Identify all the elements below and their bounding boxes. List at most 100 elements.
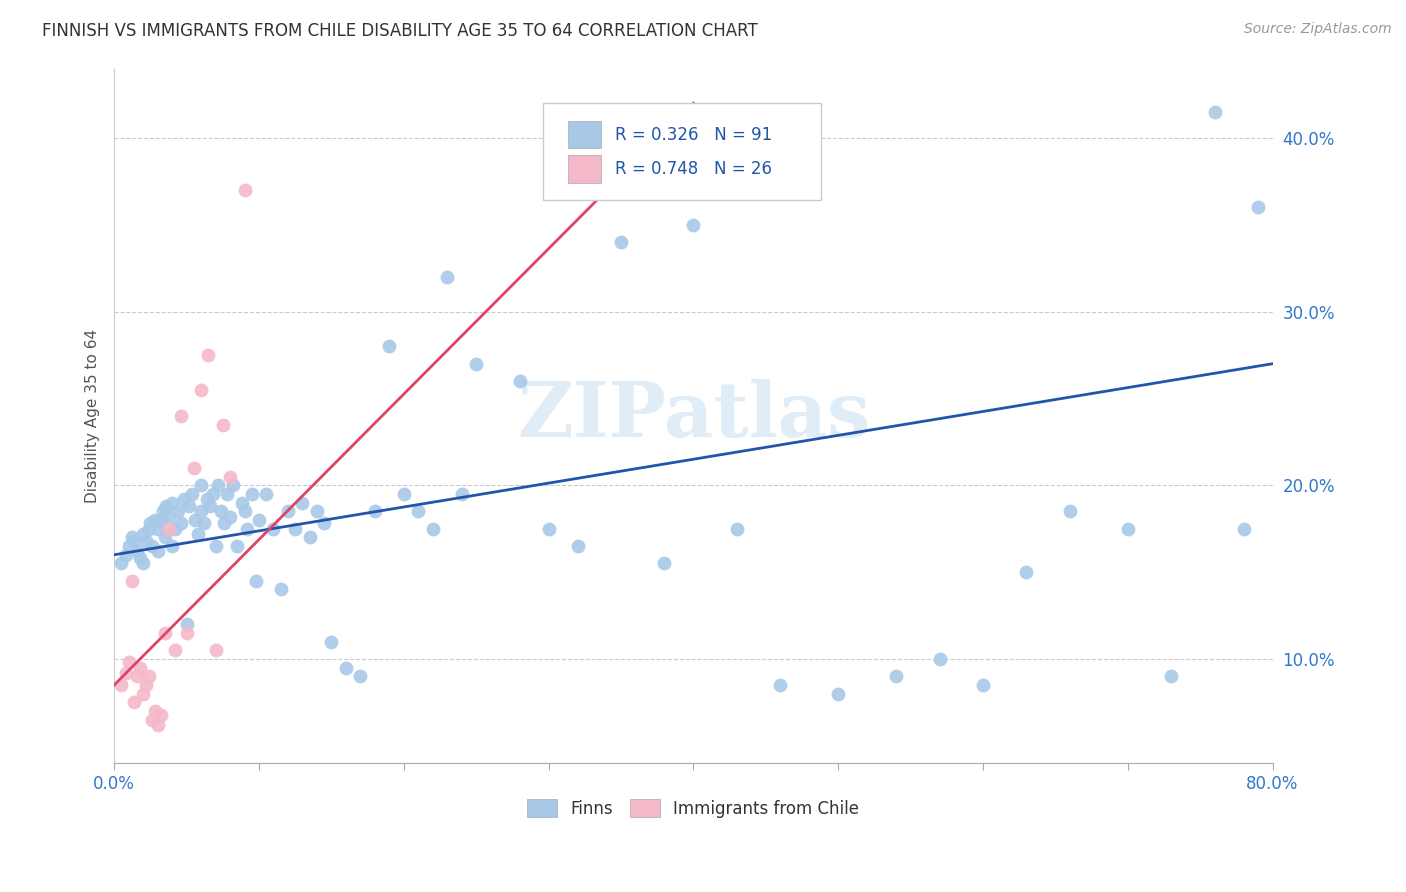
Point — [204, 539, 226, 553]
Point — [141, 539, 163, 553]
Point — [149, 707, 172, 722]
Point — [1204, 104, 1226, 119]
Point — [270, 582, 292, 597]
Point — [187, 527, 209, 541]
Point — [118, 656, 141, 670]
Point — [1015, 565, 1038, 579]
FancyBboxPatch shape — [568, 155, 600, 183]
Point — [146, 718, 169, 732]
Point — [212, 516, 235, 531]
Point — [245, 574, 267, 588]
Point — [436, 269, 458, 284]
Point — [138, 522, 160, 536]
Point — [928, 652, 950, 666]
Point — [181, 487, 204, 501]
Point — [146, 522, 169, 536]
Point — [143, 704, 166, 718]
Point — [725, 522, 748, 536]
Point — [193, 516, 215, 531]
Point — [190, 478, 212, 492]
Point — [211, 417, 233, 432]
Point — [127, 669, 149, 683]
Point — [654, 557, 676, 571]
Point — [209, 504, 232, 518]
Point — [121, 530, 143, 544]
Point — [179, 499, 201, 513]
Point — [219, 469, 242, 483]
Point — [157, 522, 180, 536]
Point — [567, 539, 589, 553]
Point — [138, 669, 160, 683]
Point — [146, 544, 169, 558]
Point — [298, 530, 321, 544]
Point — [1160, 669, 1182, 683]
Y-axis label: Disability Age 35 to 64: Disability Age 35 to 64 — [86, 329, 100, 503]
Point — [284, 522, 307, 536]
Point — [183, 461, 205, 475]
Point — [321, 634, 343, 648]
Text: ZIPatlas: ZIPatlas — [517, 379, 870, 453]
Point — [127, 544, 149, 558]
Point — [110, 557, 132, 571]
Point — [291, 496, 314, 510]
Point — [184, 513, 207, 527]
Point — [233, 504, 256, 518]
Point — [247, 513, 270, 527]
Point — [204, 643, 226, 657]
Point — [173, 492, 195, 507]
Point — [153, 626, 176, 640]
Point — [118, 539, 141, 553]
Point — [114, 548, 136, 562]
Point — [153, 530, 176, 544]
Point — [392, 487, 415, 501]
Point — [155, 499, 177, 513]
Point — [682, 218, 704, 232]
Point — [406, 504, 429, 518]
Point — [135, 678, 157, 692]
Point — [364, 504, 387, 518]
Point — [537, 522, 560, 536]
Text: Source: ZipAtlas.com: Source: ZipAtlas.com — [1244, 22, 1392, 37]
Point — [610, 235, 633, 249]
Point — [884, 669, 907, 683]
Point — [378, 339, 401, 353]
Point — [195, 492, 218, 507]
Point — [450, 487, 472, 501]
Point — [226, 539, 249, 553]
Point — [254, 487, 277, 501]
Point — [129, 660, 152, 674]
Point — [149, 513, 172, 527]
Point — [422, 522, 444, 536]
Point — [132, 527, 155, 541]
Point — [129, 551, 152, 566]
Point — [349, 669, 371, 683]
Point — [277, 504, 299, 518]
Point — [163, 522, 186, 536]
FancyBboxPatch shape — [568, 120, 600, 148]
Point — [236, 522, 259, 536]
Text: R = 0.326   N = 91: R = 0.326 N = 91 — [614, 126, 772, 144]
Point — [139, 516, 162, 531]
Text: R = 0.748   N = 26: R = 0.748 N = 26 — [614, 161, 772, 178]
Text: FINNISH VS IMMIGRANTS FROM CHILE DISABILITY AGE 35 TO 64 CORRELATION CHART: FINNISH VS IMMIGRANTS FROM CHILE DISABIL… — [42, 22, 758, 40]
Point — [1059, 504, 1081, 518]
Point — [1116, 522, 1139, 536]
Point — [231, 496, 253, 510]
Point — [170, 409, 193, 423]
Point — [197, 348, 219, 362]
Point — [201, 487, 224, 501]
Point — [121, 574, 143, 588]
Point — [132, 557, 155, 571]
Point — [314, 516, 336, 531]
Point — [124, 533, 146, 548]
Point — [143, 513, 166, 527]
Point — [207, 478, 229, 492]
Point — [769, 678, 792, 692]
Point — [176, 617, 198, 632]
Point — [170, 516, 193, 531]
Point — [152, 504, 174, 518]
Point — [163, 643, 186, 657]
Point — [141, 713, 163, 727]
Point — [157, 509, 180, 524]
FancyBboxPatch shape — [543, 103, 821, 201]
